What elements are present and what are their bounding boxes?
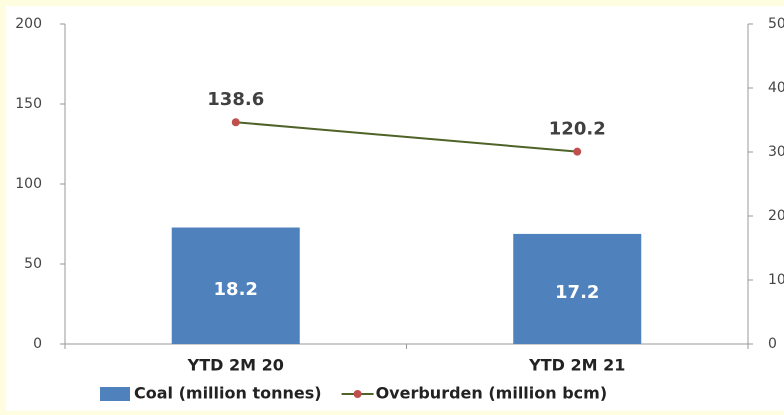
y-tick-label: 50	[24, 256, 42, 272]
data-label: 138.6	[207, 89, 264, 110]
line-marker	[231, 118, 240, 127]
y-tick-label: 100	[15, 176, 42, 192]
y2-tick-label: 0	[768, 336, 777, 352]
y2-tick-label: 30	[768, 144, 784, 160]
data-label: 17.2	[555, 282, 599, 303]
y-tick-label: 0	[33, 336, 42, 352]
data-label: 120.2	[549, 119, 606, 140]
legend-marker	[353, 390, 362, 398]
y2-tick-label: 20	[768, 208, 784, 224]
line	[235, 121, 578, 153]
chart-area	[6, 6, 784, 411]
y2-tick-label: 50	[768, 16, 784, 32]
legend-swatch	[100, 387, 130, 401]
legend-label: Overburden (million bcm)	[376, 384, 608, 403]
y2-tick-label: 40	[768, 80, 784, 96]
y-tick-label: 150	[15, 96, 42, 112]
y2-tick-label: 10	[768, 272, 784, 288]
bar	[171, 227, 300, 344]
bar	[513, 233, 642, 344]
legend-label: Coal (million tonnes)	[134, 384, 322, 403]
line-marker	[573, 147, 582, 156]
data-label: 18.2	[214, 279, 258, 300]
x-tick-label: YTD 2M 21	[528, 356, 625, 375]
x-tick-label: YTD 2M 20	[187, 356, 284, 375]
y-tick-label: 200	[15, 16, 42, 32]
